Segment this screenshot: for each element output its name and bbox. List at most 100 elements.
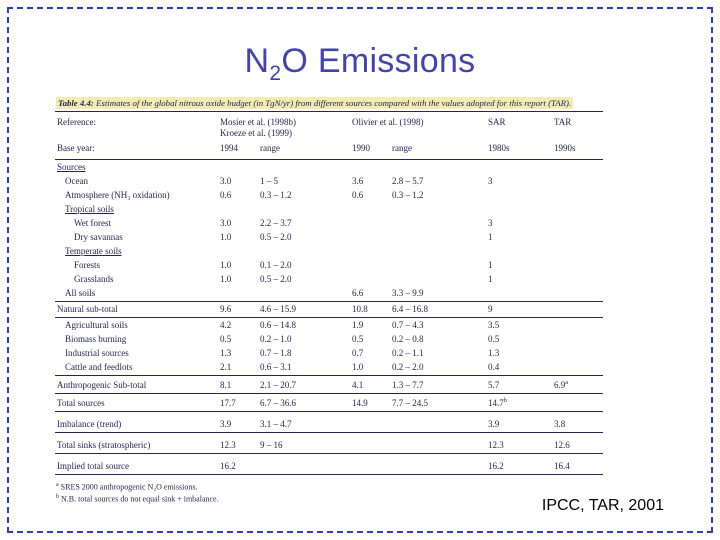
table-row: Tropical soils bbox=[55, 202, 603, 216]
table-row: Wet forest 3.0 2.2 – 3.7 3 bbox=[55, 216, 603, 230]
value-cell bbox=[552, 301, 604, 318]
value-cell bbox=[350, 159, 390, 174]
value-cell: 1 bbox=[488, 231, 493, 242]
table-row: Imbalance (trend) 3.9 3.1 – 4.7 3.9 3.8 bbox=[55, 411, 604, 433]
value-cell bbox=[552, 285, 604, 302]
table-body: Sources Ocean 3.0 1 – 5 3.6 2.8 – 5.7 3 Atmosph… bbox=[55, 159, 604, 475]
reference-cell: SAR bbox=[488, 117, 506, 127]
footnote: a SRES 2000 anthropogenic N₂O emissions. bbox=[56, 481, 198, 492]
value-cell bbox=[552, 258, 603, 272]
value-cell bbox=[552, 346, 603, 360]
value-cell bbox=[390, 432, 487, 454]
table-row: Total sources 17.7 6.7 – 36.6 14.9 7.7 – 24.… bbox=[55, 393, 604, 412]
value-cell bbox=[350, 230, 390, 244]
value-cell bbox=[258, 159, 350, 174]
value-cell bbox=[218, 285, 258, 302]
value-cell: 3.0 bbox=[220, 217, 232, 228]
row-label: Forests bbox=[74, 259, 101, 270]
value-cell: 1 bbox=[488, 273, 493, 284]
value-cell: 3.5 bbox=[488, 319, 500, 330]
base-year-row: Base year: 1994 range 1990 range 1980s 1990s bbox=[55, 139, 604, 160]
row-label: Wet forest bbox=[74, 217, 112, 228]
value-cell bbox=[258, 285, 351, 302]
row-label: Sources bbox=[57, 161, 86, 172]
value-cell bbox=[390, 258, 486, 272]
value-cell: 9.6 bbox=[218, 301, 258, 318]
value-cell: 0.5 bbox=[352, 333, 364, 344]
value-cell bbox=[350, 272, 390, 286]
value-cell bbox=[218, 202, 258, 216]
value-cell: 0.7 – 1.8 bbox=[260, 347, 292, 358]
value-cell bbox=[552, 317, 603, 332]
value-cell bbox=[390, 216, 486, 230]
caption-text: Estimates of the global nitrous oxide bu… bbox=[96, 98, 572, 108]
row-label: Dry savannas bbox=[74, 231, 123, 242]
table-number: Table 4.4: bbox=[58, 98, 94, 108]
value-cell: 1.0 bbox=[350, 359, 391, 376]
value-cell: 14.7b bbox=[486, 393, 553, 412]
row-label: Industrial sources bbox=[65, 347, 129, 358]
row-label: Biomass burning bbox=[65, 333, 127, 344]
value-cell bbox=[258, 202, 350, 216]
value-cell: 12.3 bbox=[486, 432, 553, 454]
value-cell: 0.6 – 14.8 bbox=[260, 319, 296, 330]
value-cell: 3 bbox=[488, 217, 493, 228]
value-cell: 3.8 bbox=[552, 411, 604, 433]
value-cell bbox=[486, 188, 552, 202]
title-suffix: O Emissions bbox=[281, 42, 476, 80]
value-cell bbox=[552, 272, 603, 286]
value-cell: 1.0 bbox=[220, 231, 232, 242]
value-cell: 0.2 – 1.1 bbox=[392, 347, 424, 358]
value-cell: 4.2 bbox=[220, 319, 232, 330]
table-row: Temperate soils bbox=[55, 244, 603, 258]
value-cell: 0.7 bbox=[352, 347, 364, 358]
value-cell bbox=[552, 393, 604, 412]
value-cell: 0.7 – 4.3 bbox=[392, 319, 424, 330]
table-row: Implied total source 16.2 16.2 16.4 bbox=[55, 453, 604, 475]
value-cell: 14.9 bbox=[350, 393, 391, 412]
table-row: Natural sub-total 9.6 4.6 – 15.9 10.8 6.4 – … bbox=[55, 301, 604, 318]
value-cell bbox=[390, 202, 486, 216]
value-cell: 1.3 – 7.7 bbox=[390, 375, 487, 394]
base-year-cell: 1980s bbox=[486, 139, 553, 160]
value-cell bbox=[486, 244, 552, 258]
row-label: Ocean bbox=[65, 175, 88, 186]
row-label: Tropical soils bbox=[65, 203, 114, 214]
value-cell: 4.1 bbox=[350, 375, 391, 394]
value-cell: 0.2 – 2.0 bbox=[390, 359, 487, 376]
table-row: All soils 6.6 3.3 – 9.9 bbox=[55, 285, 604, 302]
row-label: Cattle and feedlots bbox=[55, 359, 218, 376]
row-label: Agricultural soils bbox=[65, 319, 128, 330]
value-cell bbox=[350, 453, 391, 475]
value-cell: 0.3 – 1.2 bbox=[260, 189, 292, 200]
title-prefix: N bbox=[244, 42, 270, 80]
table-row: Total sinks (stratospheric) 12.3 9 – 16 12.… bbox=[55, 432, 604, 454]
row-label: Imbalance (trend) bbox=[55, 411, 218, 433]
value-cell: 5.7 bbox=[486, 375, 553, 394]
value-cell bbox=[390, 272, 486, 286]
value-cell: 16.2 bbox=[486, 453, 553, 475]
value-cell: 3.6 bbox=[352, 175, 364, 186]
base-year-cell: 1990s bbox=[552, 139, 604, 160]
base-year-label: Base year: bbox=[55, 139, 218, 160]
value-cell: 0.6 bbox=[352, 189, 364, 200]
value-cell: 12.6 bbox=[552, 432, 604, 454]
value-cell: 3.3 – 9.9 bbox=[390, 285, 487, 302]
value-cell bbox=[350, 202, 390, 216]
value-cell: 0.6 bbox=[220, 189, 232, 200]
table-caption: Table 4.4: Estimates of the global nitro… bbox=[55, 97, 603, 112]
value-cell bbox=[552, 202, 603, 216]
value-cell bbox=[552, 332, 603, 346]
value-cell bbox=[390, 411, 487, 433]
title-subscript: 2 bbox=[269, 61, 282, 85]
value-cell: 1.9 bbox=[352, 319, 364, 330]
value-cell: 6.9a bbox=[552, 375, 604, 394]
value-cell: 12.3 bbox=[218, 432, 258, 454]
credit-text: IPCC, TAR, 2001 bbox=[541, 497, 664, 514]
value-cell bbox=[350, 244, 390, 258]
base-year-cell: range bbox=[258, 139, 351, 160]
value-cell: 0.6 – 3.1 bbox=[258, 359, 351, 376]
value-cell: 0.1 – 2.0 bbox=[260, 259, 292, 270]
value-cell: 6.4 – 16.8 bbox=[390, 301, 487, 318]
value-cell: 1.0 bbox=[220, 259, 232, 270]
